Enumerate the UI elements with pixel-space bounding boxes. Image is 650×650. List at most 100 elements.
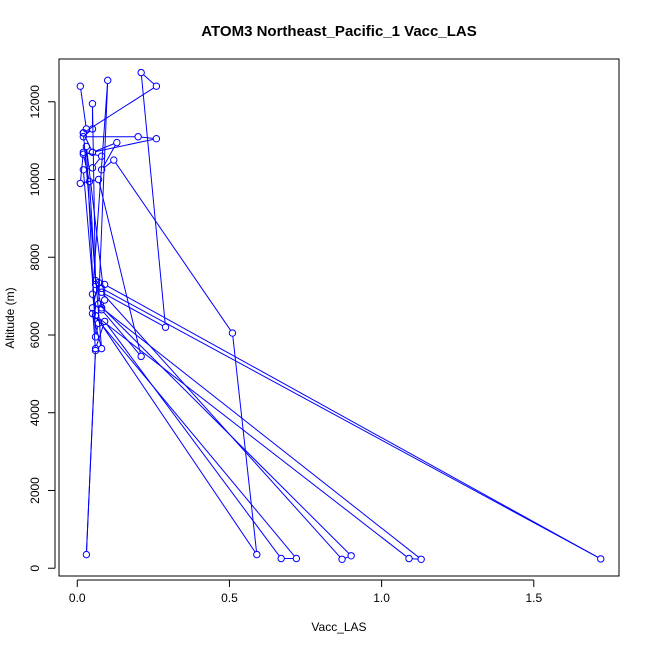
data-point [91, 346, 100, 355]
data-point [97, 166, 106, 174]
data-point [82, 142, 91, 151]
series-segment [140, 75, 166, 325]
data-point [97, 284, 106, 293]
series-segment [96, 317, 256, 553]
series-segment [96, 324, 105, 346]
data-point [94, 175, 103, 184]
series-segment [80, 89, 87, 126]
series-segment [103, 161, 112, 169]
x-tick-label: 1.0 [373, 591, 390, 605]
data-point [97, 306, 106, 314]
data-point [88, 304, 97, 312]
data-point [137, 68, 145, 77]
chart-title: ATOM3 Northeast_Pacific_1 Vacc_LAS [201, 23, 476, 40]
series-segment [232, 336, 257, 552]
data-point [79, 148, 88, 156]
series-segment [86, 353, 96, 552]
data-point [97, 152, 106, 160]
series-segment [94, 158, 101, 166]
x-tick-label: 1.5 [525, 591, 542, 605]
data-point [97, 288, 106, 296]
data-point [292, 554, 301, 563]
series-segment [344, 556, 349, 559]
data-point [597, 555, 605, 563]
data-point [88, 290, 97, 298]
x-axis: 0.0 0.5 1.0 1.5 [69, 579, 542, 605]
data-point [100, 296, 109, 304]
data-point [91, 280, 100, 289]
series-segment [86, 149, 105, 297]
y-tick-label: 12000 [28, 85, 42, 119]
data-point [76, 82, 85, 90]
data-point [110, 156, 118, 164]
series-segment [95, 326, 99, 334]
data-point [253, 550, 261, 559]
series-segment [107, 285, 599, 558]
data-point [104, 76, 112, 85]
series-segment [106, 323, 280, 557]
data-point [79, 133, 88, 141]
data-point [88, 164, 97, 172]
y-axis: 0 2000 4000 6000 8000 10000 12000 [28, 85, 56, 572]
x-tick-label: 0.5 [221, 591, 238, 605]
series-segment [102, 145, 116, 168]
series-segment [104, 289, 599, 558]
data-point [88, 148, 97, 156]
data-point [347, 552, 355, 560]
data-point [94, 319, 103, 328]
y-axis-label: Altitude (m) [3, 287, 17, 348]
data-point [137, 352, 145, 361]
series-layer [76, 68, 605, 563]
y-tick-label: 10000 [28, 162, 42, 196]
x-axis-label: Vacc_LAS [311, 620, 366, 634]
series-segment [115, 162, 232, 331]
data-point [97, 344, 106, 353]
data-point [88, 100, 97, 108]
data-point [228, 329, 237, 337]
series-segment [84, 135, 92, 150]
series-segment [85, 87, 154, 132]
data-point [91, 333, 100, 341]
data-point [134, 133, 142, 141]
series-segment [94, 315, 295, 557]
data-point [79, 129, 88, 137]
data-point [94, 300, 103, 308]
data-point [113, 138, 121, 147]
data-point [152, 134, 161, 143]
data-point [82, 550, 91, 559]
series-segment [103, 311, 140, 355]
series-segment [143, 74, 155, 85]
series-segment [92, 106, 96, 282]
data-point [91, 344, 100, 353]
y-tick-label: 0 [28, 565, 42, 572]
data-point [79, 150, 88, 158]
series-segment [80, 155, 84, 181]
series-segment [95, 143, 115, 152]
data-point [91, 311, 100, 320]
data-point [417, 555, 425, 563]
x-tick-label: 0.0 [69, 591, 86, 605]
data-point [88, 125, 97, 133]
series-segment [86, 149, 96, 334]
series-segment [83, 179, 96, 184]
y-tick-label: 6000 [28, 321, 42, 348]
series-segment [103, 309, 419, 558]
series-segment [86, 152, 99, 156]
plot-area [58, 58, 620, 577]
data-point [405, 554, 413, 563]
y-tick-label: 8000 [28, 244, 42, 271]
series-segment [141, 136, 154, 139]
series-segment [98, 182, 141, 354]
data-point [152, 82, 161, 90]
data-point [338, 555, 346, 563]
y-tick-label: 2000 [28, 477, 42, 504]
series-segment [95, 138, 154, 153]
series-segment [103, 294, 341, 558]
data-point [161, 323, 170, 331]
data-point [76, 179, 85, 188]
data-point [85, 177, 94, 186]
series-segment [97, 317, 407, 557]
data-point [277, 554, 285, 563]
series-segment [104, 293, 163, 327]
